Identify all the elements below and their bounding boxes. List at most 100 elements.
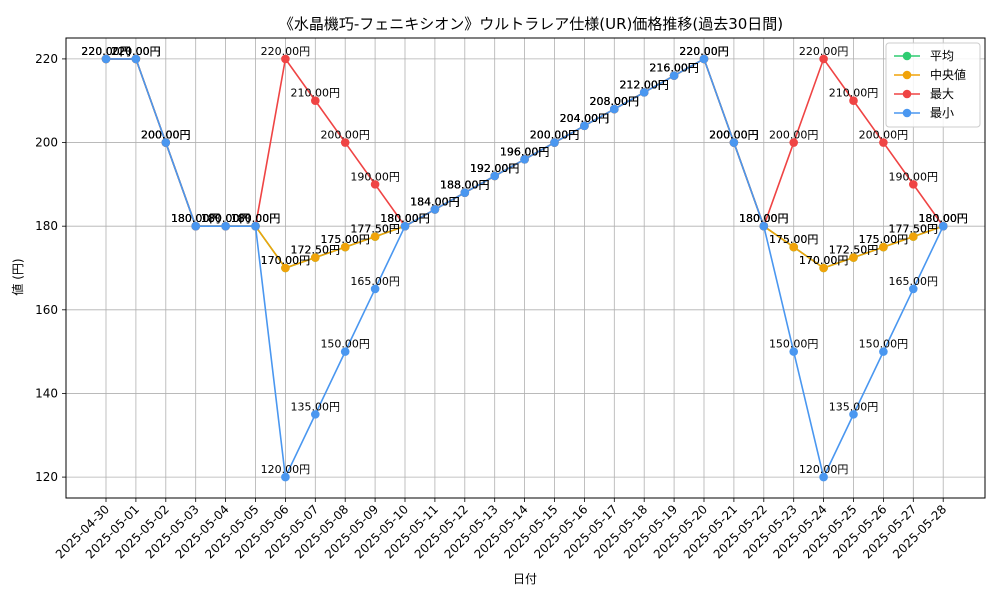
data-label: 220.00円 bbox=[111, 45, 161, 58]
y-tick-label: 160 bbox=[35, 303, 58, 317]
data-label: 220.00円 bbox=[81, 45, 131, 58]
data-label: 204.00円 bbox=[560, 112, 610, 125]
data-label: 208.00円 bbox=[590, 95, 640, 108]
data-label: 184.00円 bbox=[410, 195, 460, 208]
y-tick-label: 180 bbox=[35, 219, 58, 233]
data-label: 220.00円 bbox=[679, 45, 729, 58]
data-label: 212.00円 bbox=[619, 78, 669, 91]
data-point bbox=[789, 242, 798, 252]
data-label: 180.00円 bbox=[231, 212, 281, 225]
data-label: 165.00円 bbox=[889, 275, 939, 288]
data-label: 180.00円 bbox=[739, 212, 789, 225]
data-label: 180.00円 bbox=[201, 212, 251, 225]
data-point bbox=[101, 54, 111, 64]
data-point bbox=[400, 221, 410, 231]
y-axis-title: 値 (円) bbox=[10, 258, 25, 295]
data-point bbox=[520, 154, 529, 164]
data-point bbox=[460, 188, 470, 198]
data-label: 135.00円 bbox=[291, 400, 341, 413]
data-point bbox=[281, 54, 290, 64]
data-label: 170.00円 bbox=[799, 254, 849, 267]
y-tick-label: 120 bbox=[35, 470, 58, 484]
data-point bbox=[281, 263, 290, 273]
data-point bbox=[819, 54, 828, 64]
data-point bbox=[789, 347, 798, 356]
legend-box bbox=[885, 42, 981, 128]
data-label: 172.50円 bbox=[291, 244, 341, 257]
data-label: 220.00円 bbox=[799, 45, 849, 58]
series-layer bbox=[101, 54, 948, 482]
data-label: 212.00円 bbox=[619, 78, 669, 91]
data-point bbox=[819, 472, 828, 482]
data-label: 200.00円 bbox=[141, 129, 191, 142]
data-point bbox=[849, 253, 858, 262]
data-label: 172.50円 bbox=[291, 244, 341, 257]
data-label: 150.00円 bbox=[320, 338, 370, 351]
x-axis-title: 日付 bbox=[513, 572, 537, 586]
data-label: 204.00円 bbox=[560, 112, 610, 125]
data-point bbox=[849, 96, 858, 106]
data-point bbox=[340, 138, 350, 147]
data-point bbox=[639, 88, 649, 97]
y-tick-label: 220 bbox=[35, 52, 58, 66]
data-label: 180.00円 bbox=[201, 212, 251, 225]
data-point bbox=[370, 284, 380, 294]
data-labels-layer: 220.00円220.00円200.00円180.00円180.00円180.0… bbox=[81, 45, 968, 476]
data-label: 180.00円 bbox=[918, 212, 968, 225]
legend-label: 平均 bbox=[930, 49, 954, 63]
data-label: 180.00円 bbox=[380, 212, 430, 225]
data-label: 180.00円 bbox=[171, 212, 221, 225]
data-label: 188.00円 bbox=[440, 179, 490, 192]
data-label: 192.00円 bbox=[470, 162, 520, 175]
data-point bbox=[610, 104, 619, 114]
data-label: 190.00円 bbox=[889, 170, 939, 183]
data-label: 190.00円 bbox=[350, 170, 400, 183]
data-point bbox=[909, 284, 918, 294]
data-label: 150.00円 bbox=[859, 338, 909, 351]
data-label: 196.00円 bbox=[500, 145, 550, 158]
data-label: 184.00円 bbox=[410, 195, 460, 208]
data-label: 175.00円 bbox=[859, 233, 909, 246]
data-label: 200.00円 bbox=[709, 129, 759, 142]
data-point bbox=[729, 138, 739, 147]
legend-swatch-marker bbox=[902, 108, 912, 118]
data-label: 204.00円 bbox=[560, 112, 610, 125]
data-point bbox=[909, 232, 918, 241]
data-label: 196.00円 bbox=[500, 145, 550, 158]
data-point bbox=[311, 410, 320, 419]
data-label: 175.00円 bbox=[320, 233, 370, 246]
data-label: 135.00円 bbox=[829, 400, 879, 413]
data-label: 200.00円 bbox=[709, 129, 759, 142]
data-label: 188.00円 bbox=[440, 179, 490, 192]
data-label: 208.00円 bbox=[590, 95, 640, 108]
data-point bbox=[819, 263, 828, 273]
data-label: 200.00円 bbox=[709, 129, 759, 142]
data-point bbox=[191, 221, 200, 231]
data-label: 180.00円 bbox=[918, 212, 968, 225]
data-label: 220.00円 bbox=[111, 45, 161, 58]
data-point bbox=[311, 96, 320, 106]
data-label: 220.00円 bbox=[679, 45, 729, 58]
plot-frame bbox=[65, 37, 986, 499]
data-point bbox=[789, 138, 798, 147]
data-label: 216.00円 bbox=[649, 62, 699, 75]
data-label: 200.00円 bbox=[530, 129, 580, 142]
legend-label: 中央値 bbox=[930, 67, 966, 82]
data-point bbox=[699, 54, 709, 64]
data-label: 208.00円 bbox=[590, 95, 640, 108]
y-tick-label: 140 bbox=[35, 386, 58, 400]
data-label: 220.00円 bbox=[111, 45, 161, 58]
data-point bbox=[340, 242, 350, 252]
data-label: 172.50円 bbox=[829, 244, 879, 257]
data-label: 180.00円 bbox=[171, 212, 221, 225]
data-label: 188.00円 bbox=[440, 179, 490, 192]
data-point bbox=[370, 232, 380, 241]
data-label: 184.00円 bbox=[410, 195, 460, 208]
data-label: 180.00円 bbox=[380, 212, 430, 225]
data-label: 200.00円 bbox=[141, 129, 191, 142]
data-label: 180.00円 bbox=[231, 212, 281, 225]
data-label: 200.00円 bbox=[141, 129, 191, 142]
data-label: 180.00円 bbox=[918, 212, 968, 225]
data-point bbox=[909, 180, 918, 189]
